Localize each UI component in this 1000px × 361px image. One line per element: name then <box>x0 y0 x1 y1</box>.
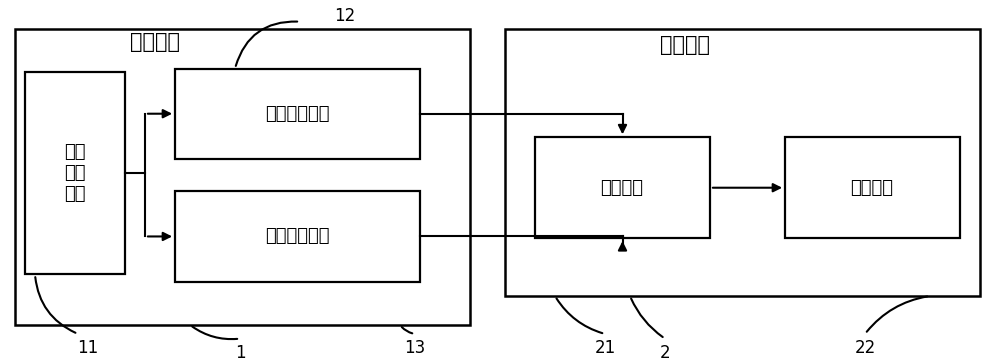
Text: 12: 12 <box>334 7 356 25</box>
Text: 信号
采样
单元: 信号 采样 单元 <box>64 143 86 203</box>
Bar <box>785 137 960 238</box>
Text: 13: 13 <box>404 339 426 357</box>
Bar <box>175 191 420 282</box>
Bar <box>175 69 420 159</box>
Text: 控制开关: 控制开关 <box>600 179 644 197</box>
Text: 比较单元: 比较单元 <box>850 179 894 197</box>
Text: 2: 2 <box>660 344 670 361</box>
Text: 计算模块: 计算模块 <box>130 31 180 52</box>
Text: 11: 11 <box>77 339 99 357</box>
Text: 第二计算单元: 第二计算单元 <box>265 227 329 245</box>
Text: 1: 1 <box>235 344 245 361</box>
Text: 检测模块: 检测模块 <box>660 35 710 55</box>
Bar <box>535 137 710 238</box>
Text: 21: 21 <box>594 339 616 357</box>
Bar <box>25 72 125 274</box>
Bar <box>15 29 470 325</box>
Text: 22: 22 <box>854 339 876 357</box>
Bar <box>505 29 980 296</box>
Text: 第一计算单元: 第一计算单元 <box>265 105 329 123</box>
